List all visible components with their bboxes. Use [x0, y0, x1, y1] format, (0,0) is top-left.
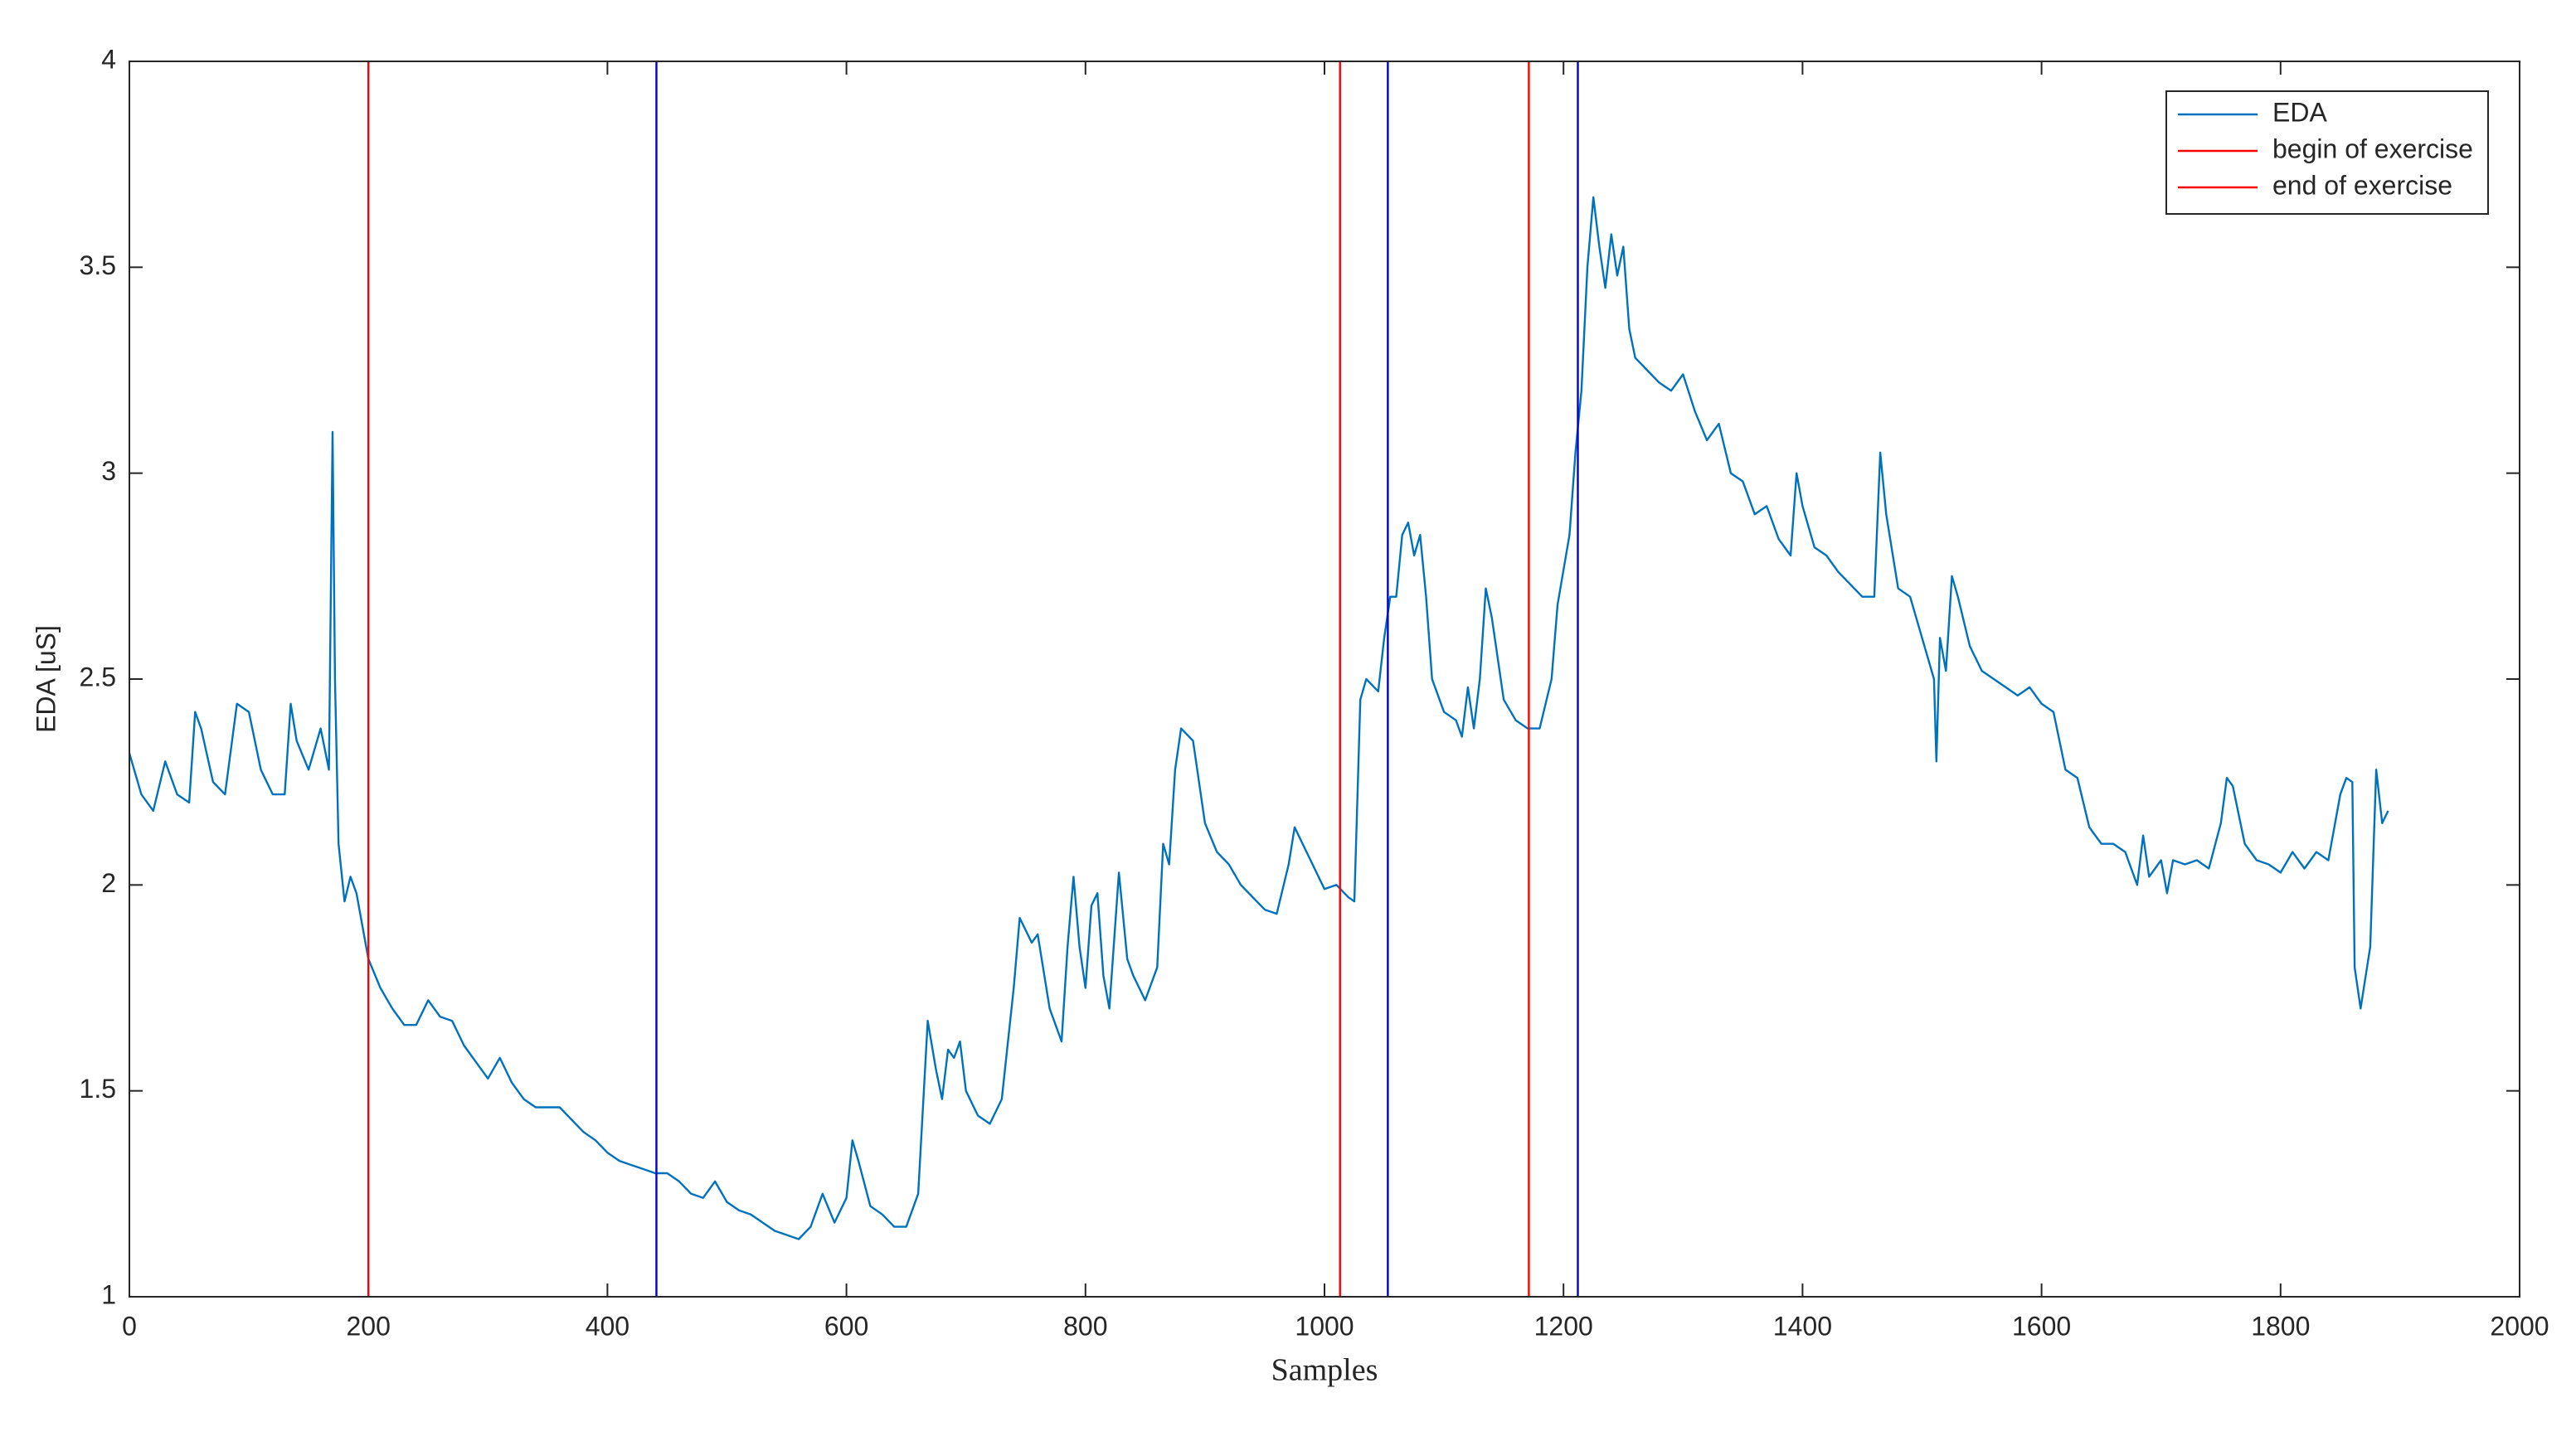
x-axis-label: Samples	[1271, 1353, 1378, 1388]
x-tick-label: 2000	[2490, 1311, 2549, 1341]
x-tick-label: 600	[824, 1311, 868, 1341]
x-tick-label: 1400	[1773, 1311, 1832, 1341]
x-tick-label: 1600	[2012, 1311, 2071, 1341]
y-tick-label: 3	[101, 456, 116, 486]
y-tick-label: 2.5	[80, 662, 116, 691]
x-tick-label: 1800	[2251, 1311, 2310, 1341]
y-tick-label: 4	[101, 44, 116, 74]
legend-label: EDA	[2272, 97, 2327, 127]
x-tick-label: 800	[1063, 1311, 1107, 1341]
y-tick-label: 3.5	[80, 250, 116, 280]
x-tick-label: 1000	[1295, 1311, 1354, 1341]
y-tick-label: 1	[101, 1279, 116, 1309]
plot-frame	[129, 61, 2520, 1298]
x-tick-label: 400	[586, 1311, 629, 1341]
legend-label: begin of exercise	[2272, 133, 2473, 163]
y-tick-label: 2	[101, 868, 116, 898]
x-tick-label: 1200	[1534, 1311, 1593, 1341]
y-axis-label: EDA [uS]	[31, 625, 61, 733]
x-tick-label: 200	[347, 1311, 391, 1341]
y-tick-label: 1.5	[80, 1074, 116, 1104]
legend-box	[2165, 90, 2489, 215]
x-tick-label: 0	[122, 1311, 137, 1341]
legend-label: end of exercise	[2272, 170, 2452, 200]
data-line	[128, 196, 2389, 1240]
